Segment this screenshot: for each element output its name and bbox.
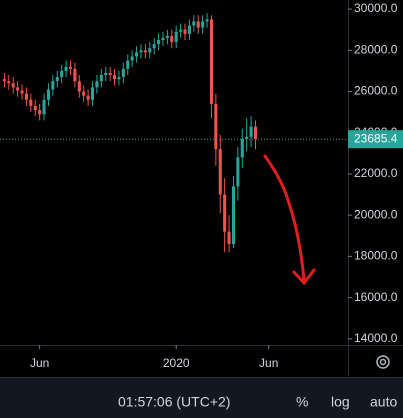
candle-body — [214, 103, 218, 150]
x-tick-label: Jun — [259, 356, 278, 370]
candle-body — [55, 77, 59, 82]
candle-body — [112, 75, 117, 80]
bottom-toolbar — [0, 377, 403, 418]
candle-body — [218, 149, 222, 195]
y-tick-label: 14000.0 — [354, 331, 398, 345]
settings-icon[interactable] — [376, 355, 390, 369]
candle-body — [38, 110, 42, 115]
candle-body — [179, 29, 183, 32]
candle-body — [82, 91, 86, 96]
candle-body — [183, 29, 187, 34]
candle-body — [227, 231, 231, 245]
candle-body — [161, 37, 165, 40]
candle-body — [223, 194, 227, 232]
candle-body — [148, 48, 152, 53]
candle-body — [86, 95, 90, 100]
candle-body — [29, 99, 33, 106]
candle-body — [42, 99, 46, 115]
candle-body — [24, 93, 28, 100]
candle-body — [2, 79, 6, 82]
drawn-arrow — [263, 154, 316, 286]
y-tick-label: 28000.0 — [354, 42, 398, 56]
last-price-box — [348, 130, 403, 149]
candle-body — [64, 66, 68, 71]
candle-body — [174, 31, 178, 43]
candle-body — [135, 52, 139, 57]
candle-body — [104, 72, 108, 76]
candle-body — [187, 25, 191, 34]
candle-body — [192, 21, 196, 26]
y-tick-label: 22000.0 — [354, 166, 398, 180]
candle-body — [126, 60, 130, 69]
candle-body — [7, 81, 11, 84]
candle-body — [209, 19, 213, 104]
candle-body — [201, 21, 205, 28]
candle-body — [157, 39, 161, 45]
candle-body — [253, 126, 258, 140]
candle-body — [68, 66, 73, 69]
candle-body — [117, 77, 121, 80]
log-button[interactable]: log — [331, 394, 350, 410]
candle-body — [99, 75, 103, 82]
y-tick-label: 16000.0 — [354, 290, 398, 304]
candle-body — [245, 136, 249, 139]
candle-body — [196, 21, 200, 28]
candle-body — [152, 44, 156, 49]
candle-body — [249, 126, 253, 137]
candle-body — [143, 50, 147, 53]
x-tick-label: 2020 — [163, 356, 190, 370]
clock: 01:57:06 (UTC+2) — [118, 394, 230, 410]
candle-body — [231, 186, 236, 245]
candle-body — [33, 105, 37, 111]
candle-body — [236, 157, 240, 187]
candle-body — [95, 81, 99, 88]
candle-body — [205, 19, 209, 22]
y-tick-label: 18000.0 — [354, 249, 398, 263]
candle-body — [16, 87, 20, 91]
candle-body — [46, 89, 50, 100]
candle-body — [60, 70, 64, 78]
y-tick-label: 26000.0 — [354, 84, 398, 98]
candle-body — [170, 35, 174, 43]
candle-body — [240, 138, 244, 158]
candle-body — [165, 35, 169, 38]
candle-body — [121, 68, 125, 78]
y-tick-label: 30000.0 — [354, 1, 398, 15]
candle-body — [108, 72, 112, 76]
percent-button[interactable]: % — [296, 394, 308, 410]
candle-body — [130, 56, 134, 61]
candle-body — [90, 87, 95, 100]
candle-body — [11, 83, 15, 88]
candle-body — [20, 90, 24, 94]
candle-body — [51, 81, 55, 90]
x-tick-label: Jun — [30, 356, 49, 370]
y-tick-label: 20000.0 — [354, 207, 398, 221]
candle-body — [139, 50, 143, 53]
auto-button[interactable]: auto — [370, 394, 397, 410]
candle-body — [73, 68, 77, 82]
candle-body — [77, 81, 81, 92]
last-price-label: 23685.4 — [354, 131, 398, 145]
